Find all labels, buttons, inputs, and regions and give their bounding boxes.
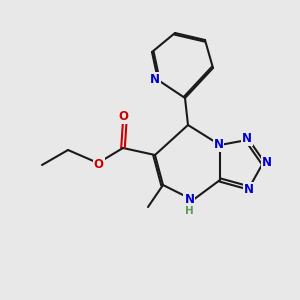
Text: O: O [94, 158, 103, 171]
Text: N: N [262, 157, 272, 169]
Text: O: O [118, 110, 128, 123]
Text: N: N [244, 183, 254, 196]
Text: N: N [184, 193, 194, 206]
Text: H: H [185, 206, 194, 216]
Text: N: N [242, 132, 252, 145]
Text: N: N [150, 73, 160, 86]
Text: N: N [214, 138, 224, 151]
